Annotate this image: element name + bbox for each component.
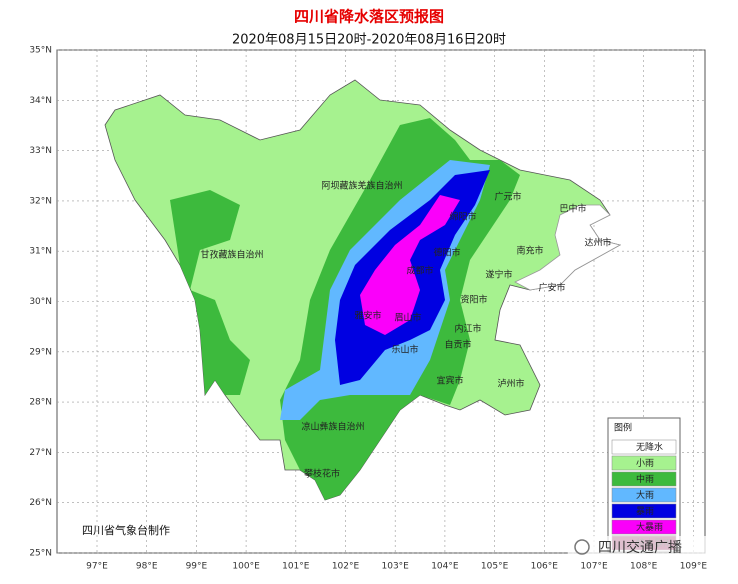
lat-label: 27°N xyxy=(29,448,52,458)
heavy-rainstorm xyxy=(360,195,460,335)
watermark: 四川交通广播 xyxy=(598,539,682,556)
place-label: 绵阳市 xyxy=(449,211,476,223)
place-label: 内江市 xyxy=(454,323,481,335)
lon-label: 104°E xyxy=(431,562,459,572)
legend-label: 无降水 xyxy=(636,441,663,453)
lat-label: 34°N xyxy=(29,96,52,106)
lon-label: 103°E xyxy=(382,562,410,572)
lat-label: 29°N xyxy=(29,347,52,357)
legend-label: 中雨 xyxy=(636,473,654,485)
watermark-bg xyxy=(568,536,733,558)
legend: 图例无降水小雨中雨大雨暴雨大暴雨特大暴雨 xyxy=(611,422,677,551)
place-label: 巴中市 xyxy=(559,203,586,215)
moderate-west xyxy=(170,190,250,395)
lat-label: 25°N xyxy=(29,549,52,559)
lon-label: 106°E xyxy=(531,562,559,572)
lat-label: 28°N xyxy=(29,398,52,408)
title: 四川省降水落区预报图 xyxy=(294,8,444,26)
lat-label: 35°N xyxy=(29,46,52,56)
lon-label: 107°E xyxy=(580,562,608,572)
legend-label: 小雨 xyxy=(636,458,654,469)
legend-swatch xyxy=(611,487,677,503)
lat-label: 26°N xyxy=(29,498,52,508)
legend-swatch xyxy=(611,519,677,535)
legend-swatch xyxy=(611,471,677,487)
place-label: 泸州市 xyxy=(497,378,524,390)
lon-label: 105°E xyxy=(481,562,509,572)
place-label: 广安市 xyxy=(538,282,565,294)
lon-label: 100°E xyxy=(232,562,260,572)
lon-label: 102°E xyxy=(332,562,360,572)
legend-title: 图例 xyxy=(614,422,632,434)
legend-swatch xyxy=(611,455,677,471)
lon-label: 99°E xyxy=(186,562,208,572)
place-label: 南充市 xyxy=(516,245,543,257)
lon-label: 109°E xyxy=(680,562,708,572)
place-label: 甘孜藏族自治州 xyxy=(200,249,263,261)
legend-label: 暴雨 xyxy=(636,506,654,517)
place-label: 达州市 xyxy=(584,237,611,249)
place-label: 广元市 xyxy=(494,191,521,203)
place-label: 资阳市 xyxy=(460,294,487,306)
place-label: 凉山彝族自治州 xyxy=(301,421,364,433)
credit: 四川省气象台制作 xyxy=(82,523,170,537)
lat-label: 32°N xyxy=(29,196,52,206)
lon-label: 101°E xyxy=(282,562,310,572)
subtitle: 2020年08月15日20时-2020年08月16日20时 xyxy=(232,33,506,48)
place-label: 遂宁市 xyxy=(485,269,512,281)
lon-label: 108°E xyxy=(630,562,658,572)
lon-label: 97°E xyxy=(86,562,108,572)
place-label: 乐山市 xyxy=(391,344,418,356)
rain-zones xyxy=(104,79,622,501)
watermark-icon xyxy=(574,539,590,555)
lon-label: 98°E xyxy=(136,562,158,572)
place-label: 成都市 xyxy=(406,265,433,277)
no-rain xyxy=(514,204,622,291)
legend-swatch xyxy=(611,503,677,519)
lat-label: 30°N xyxy=(29,297,52,307)
place-label: 雅安市 xyxy=(354,310,381,322)
place-label: 德阳市 xyxy=(433,247,460,259)
lat-label: 33°N xyxy=(29,146,52,156)
place-label: 眉山市 xyxy=(394,312,421,324)
lat-label: 31°N xyxy=(29,247,52,257)
legend-label: 大雨 xyxy=(636,489,654,501)
legend-label: 大暴雨 xyxy=(636,521,663,533)
place-label: 自贡市 xyxy=(444,339,471,351)
place-label: 阿坝藏族羌族自治州 xyxy=(321,180,402,192)
place-label: 宜宾市 xyxy=(436,375,463,387)
place-label: 攀枝花市 xyxy=(304,468,340,480)
legend-swatch xyxy=(611,439,677,455)
